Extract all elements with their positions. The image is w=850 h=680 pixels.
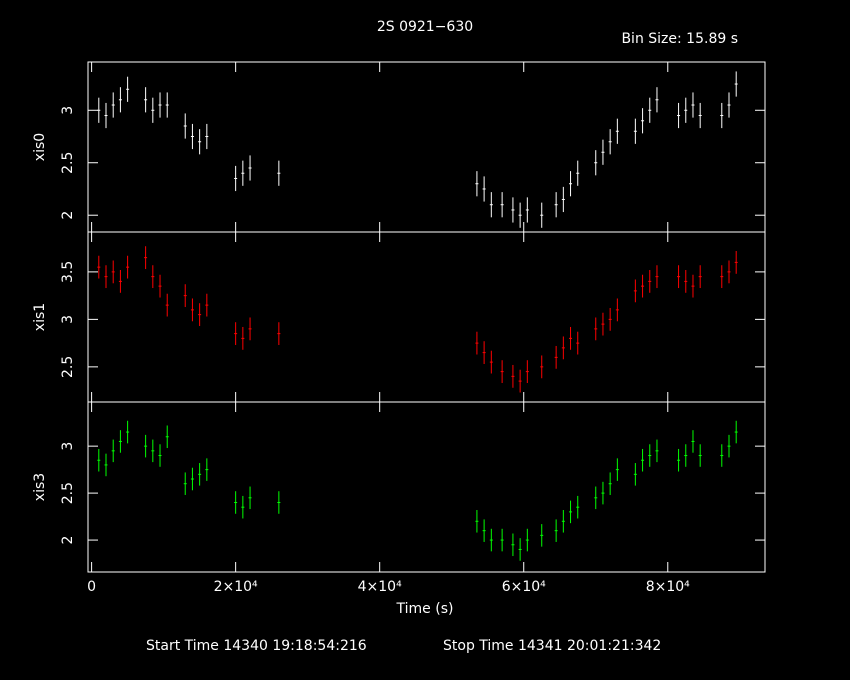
chart-title: 2S 0921−630	[377, 19, 473, 35]
y-tick-label: 2	[60, 536, 76, 545]
start-time: Start Time 14340 19:18:54:216	[146, 638, 367, 654]
y-tick-label: 3	[60, 106, 76, 115]
x-tick-label: 6×10⁴	[502, 579, 546, 595]
stop-time: Stop Time 14341 20:01:21:342	[443, 638, 661, 654]
y-tick-label: 2.5	[60, 152, 76, 174]
y-axis-label: xis1	[32, 303, 48, 331]
y-tick-label: 2.5	[60, 356, 76, 378]
y-tick-label: 3.5	[60, 261, 76, 283]
y-tick-label: 3	[60, 315, 76, 324]
y-axis-label: xis3	[32, 473, 48, 501]
panel-frame	[87, 401, 766, 573]
x-tick-label: 0	[87, 579, 96, 595]
panel-frame	[87, 61, 766, 233]
x-tick-label: 2×10⁴	[214, 579, 258, 595]
panel-frame	[87, 231, 766, 403]
y-axis-label: xis0	[32, 133, 48, 161]
y-tick-label: 3	[60, 442, 76, 451]
y-tick-label: 2	[60, 211, 76, 220]
bin-size: Bin Size: 15.89 s	[621, 31, 738, 47]
x-tick-label: 8×10⁴	[646, 579, 690, 595]
y-tick-label: 2.5	[60, 482, 76, 504]
x-axis-label: Time (s)	[396, 601, 454, 617]
x-tick-label: 4×10⁴	[358, 579, 402, 595]
